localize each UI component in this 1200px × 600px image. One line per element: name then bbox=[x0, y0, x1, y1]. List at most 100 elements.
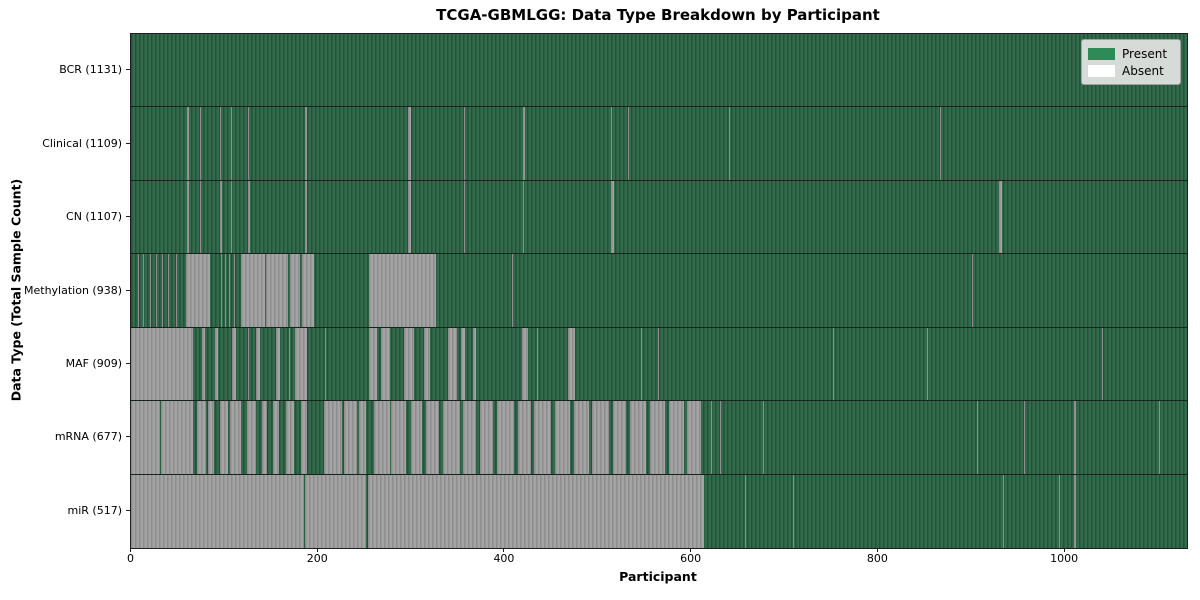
absent-segment bbox=[200, 107, 202, 180]
absent-segment bbox=[650, 401, 666, 474]
legend-item-absent: Absent bbox=[1088, 62, 1172, 79]
absent-segment bbox=[358, 401, 367, 474]
absent-segment bbox=[480, 401, 494, 474]
absent-segment bbox=[408, 107, 412, 180]
absent-segment bbox=[1074, 401, 1076, 474]
absent-segment bbox=[295, 327, 308, 401]
absent-segment bbox=[230, 180, 232, 254]
absent-segment bbox=[229, 401, 242, 474]
absent-segment bbox=[517, 401, 531, 474]
x-tick-mark bbox=[503, 548, 505, 552]
absent-segment bbox=[219, 401, 229, 474]
absent-segment bbox=[285, 401, 295, 474]
absent-segment bbox=[131, 327, 193, 401]
absent-segment bbox=[745, 474, 747, 548]
y-tick-mark bbox=[126, 216, 130, 218]
absent-segment bbox=[523, 107, 525, 180]
absent-segment bbox=[442, 401, 460, 474]
absent-segment bbox=[304, 474, 367, 548]
absent-segment bbox=[720, 401, 722, 474]
plot-area bbox=[130, 33, 1188, 549]
absent-segment bbox=[463, 401, 477, 474]
data-row-MAF bbox=[131, 327, 1187, 402]
x-axis-label: Participant bbox=[619, 569, 697, 584]
absent-segment bbox=[1158, 401, 1160, 474]
absent-segment bbox=[523, 180, 525, 254]
absent-segment bbox=[373, 401, 390, 474]
absent-segment bbox=[156, 254, 158, 327]
absent-segment bbox=[200, 180, 202, 254]
absent-segment bbox=[175, 254, 177, 327]
absent-segment bbox=[763, 401, 765, 474]
absent-segment bbox=[229, 254, 231, 327]
absent-segment bbox=[460, 327, 466, 401]
absent-segment bbox=[272, 401, 279, 474]
absent-segment bbox=[728, 107, 730, 180]
absent-segment bbox=[324, 401, 342, 474]
y-tick-label-miR: miR (517) bbox=[67, 503, 123, 517]
x-tick-label-400: 400 bbox=[493, 552, 515, 565]
absent-segment bbox=[1023, 401, 1025, 474]
absent-segment bbox=[640, 327, 642, 401]
absent-segment bbox=[668, 401, 684, 474]
data-row-miR bbox=[131, 474, 1187, 548]
absent-segment bbox=[143, 254, 145, 327]
x-tick-label-600: 600 bbox=[680, 552, 702, 565]
absent-segment bbox=[160, 401, 193, 474]
x-tick-mark bbox=[1063, 548, 1065, 552]
absent-segment bbox=[1102, 327, 1104, 401]
absent-segment bbox=[612, 401, 626, 474]
absent-segment bbox=[1003, 474, 1005, 548]
absent-segment bbox=[220, 254, 222, 327]
absent-segment bbox=[219, 107, 221, 180]
absent-segment bbox=[301, 254, 314, 327]
absent-segment bbox=[368, 474, 705, 548]
absent-segment bbox=[573, 401, 589, 474]
absent-segment bbox=[186, 254, 211, 327]
x-tick-label-200: 200 bbox=[306, 552, 328, 565]
y-tick-mark bbox=[126, 436, 130, 438]
absent-segment bbox=[472, 327, 476, 401]
absent-segment bbox=[833, 327, 835, 401]
present-swatch-icon bbox=[1088, 47, 1115, 60]
absent-segment bbox=[300, 401, 307, 474]
legend-label-present: Present bbox=[1122, 46, 1168, 61]
data-row-Clinical bbox=[131, 107, 1187, 181]
absent-segment bbox=[627, 107, 629, 180]
absent-segment bbox=[537, 327, 539, 401]
legend-label-absent: Absent bbox=[1122, 63, 1164, 78]
absent-segment bbox=[131, 401, 160, 474]
absent-segment bbox=[215, 327, 218, 401]
absent-segment bbox=[137, 254, 140, 327]
absent-segment bbox=[534, 401, 552, 474]
absent-segment bbox=[448, 327, 457, 401]
absent-segment bbox=[261, 401, 268, 474]
absent-segment bbox=[403, 327, 414, 401]
absent-segment bbox=[149, 254, 151, 327]
absent-segment bbox=[256, 327, 260, 401]
absent-segment bbox=[369, 327, 378, 401]
absent-segment bbox=[289, 254, 300, 327]
absent-segment bbox=[497, 401, 514, 474]
absent-segment bbox=[247, 180, 250, 254]
absent-segment bbox=[592, 401, 610, 474]
x-tick-mark bbox=[316, 548, 318, 552]
y-tick-label-MAF: MAF (909) bbox=[65, 356, 122, 370]
y-tick-mark bbox=[126, 69, 130, 71]
y-tick-label-CN: CN (1107) bbox=[66, 210, 122, 224]
absent-segment bbox=[225, 254, 227, 327]
absent-segment bbox=[1059, 474, 1061, 548]
absent-segment bbox=[511, 254, 513, 327]
data-row-mRNA bbox=[131, 401, 1187, 475]
absent-segment bbox=[657, 327, 659, 401]
absent-segment bbox=[610, 180, 614, 254]
absent-segment bbox=[1074, 474, 1076, 548]
y-tick-mark bbox=[126, 142, 130, 144]
absent-segment bbox=[976, 401, 978, 474]
x-tick-label-800: 800 bbox=[866, 552, 888, 565]
x-tick-mark bbox=[129, 548, 131, 552]
absent-segment bbox=[424, 327, 430, 401]
absent-segment bbox=[219, 180, 222, 254]
absent-segment bbox=[246, 401, 257, 474]
